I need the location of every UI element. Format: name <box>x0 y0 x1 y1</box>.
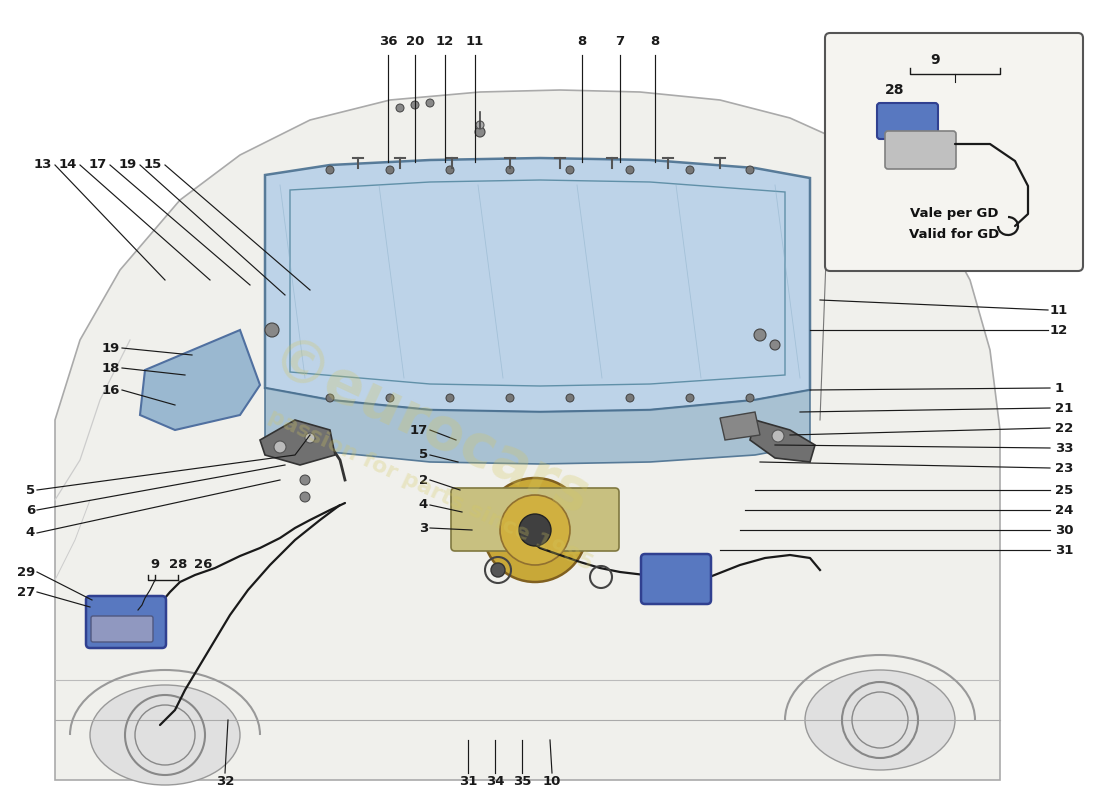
FancyBboxPatch shape <box>641 554 711 604</box>
Text: passion for parts since 1985: passion for parts since 1985 <box>264 406 595 574</box>
Text: 3: 3 <box>419 522 428 534</box>
FancyBboxPatch shape <box>877 103 938 139</box>
Text: 30: 30 <box>1055 523 1074 537</box>
Text: 36: 36 <box>378 35 397 48</box>
Text: 14: 14 <box>58 158 77 171</box>
Circle shape <box>566 166 574 174</box>
Circle shape <box>626 394 634 402</box>
Text: 11: 11 <box>1050 303 1068 317</box>
Text: 19: 19 <box>101 342 120 354</box>
Text: 8: 8 <box>578 35 586 48</box>
Text: 27: 27 <box>16 586 35 598</box>
Circle shape <box>326 166 334 174</box>
Text: 5: 5 <box>419 449 428 462</box>
Polygon shape <box>140 330 260 430</box>
Circle shape <box>475 127 485 137</box>
Circle shape <box>305 433 315 443</box>
Circle shape <box>326 394 334 402</box>
Text: 20: 20 <box>406 35 425 48</box>
Circle shape <box>754 329 766 341</box>
Circle shape <box>396 104 404 112</box>
FancyBboxPatch shape <box>91 616 153 642</box>
Text: 24: 24 <box>1055 503 1074 517</box>
Text: 28: 28 <box>168 558 187 571</box>
Circle shape <box>426 99 434 107</box>
Circle shape <box>300 492 310 502</box>
Text: 26: 26 <box>194 558 212 571</box>
Text: 8: 8 <box>650 35 660 48</box>
Circle shape <box>626 166 634 174</box>
Circle shape <box>686 394 694 402</box>
Text: 17: 17 <box>409 423 428 437</box>
Text: 13: 13 <box>34 158 52 171</box>
Circle shape <box>300 475 310 485</box>
Text: Valid for GD: Valid for GD <box>909 227 999 241</box>
Circle shape <box>500 495 570 565</box>
Circle shape <box>566 394 574 402</box>
Polygon shape <box>720 412 760 440</box>
FancyBboxPatch shape <box>886 131 956 169</box>
Circle shape <box>506 394 514 402</box>
Text: 25: 25 <box>1055 483 1074 497</box>
Polygon shape <box>55 90 1000 780</box>
FancyBboxPatch shape <box>825 33 1084 271</box>
Text: 23: 23 <box>1055 462 1074 474</box>
Text: 22: 22 <box>1055 422 1074 434</box>
Circle shape <box>274 441 286 453</box>
Text: 6: 6 <box>25 503 35 517</box>
Circle shape <box>386 394 394 402</box>
FancyBboxPatch shape <box>451 488 619 551</box>
Ellipse shape <box>805 670 955 770</box>
Text: 9: 9 <box>931 53 939 67</box>
Circle shape <box>386 166 394 174</box>
Circle shape <box>506 166 514 174</box>
Circle shape <box>483 478 587 582</box>
Circle shape <box>491 563 505 577</box>
Text: 32: 32 <box>216 775 234 788</box>
Text: 11: 11 <box>466 35 484 48</box>
Text: 33: 33 <box>1055 442 1074 454</box>
Circle shape <box>746 166 754 174</box>
Text: 29: 29 <box>16 566 35 578</box>
Text: 4: 4 <box>419 498 428 511</box>
Circle shape <box>411 101 419 109</box>
Text: ©eurocars: ©eurocars <box>261 331 598 529</box>
Ellipse shape <box>90 685 240 785</box>
Circle shape <box>476 121 484 129</box>
Text: 17: 17 <box>89 158 107 171</box>
Polygon shape <box>750 420 815 462</box>
Circle shape <box>686 166 694 174</box>
Text: 4: 4 <box>25 526 35 539</box>
Circle shape <box>519 514 551 546</box>
Circle shape <box>746 394 754 402</box>
Text: 16: 16 <box>101 383 120 397</box>
Polygon shape <box>265 388 810 464</box>
Polygon shape <box>260 420 336 465</box>
Text: 35: 35 <box>513 775 531 788</box>
Text: 5: 5 <box>26 483 35 497</box>
Circle shape <box>446 394 454 402</box>
FancyBboxPatch shape <box>86 596 166 648</box>
Polygon shape <box>265 158 810 412</box>
Circle shape <box>265 323 279 337</box>
Text: 12: 12 <box>1050 323 1068 337</box>
Circle shape <box>446 166 454 174</box>
Text: 7: 7 <box>615 35 625 48</box>
Text: 2: 2 <box>419 474 428 486</box>
Text: 10: 10 <box>542 775 561 788</box>
Text: 15: 15 <box>144 158 162 171</box>
Text: 31: 31 <box>459 775 477 788</box>
Text: 9: 9 <box>151 558 160 571</box>
Text: 34: 34 <box>486 775 504 788</box>
Circle shape <box>772 430 784 442</box>
Text: 28: 28 <box>886 83 904 97</box>
Text: 19: 19 <box>119 158 138 171</box>
Text: 21: 21 <box>1055 402 1074 414</box>
Circle shape <box>770 340 780 350</box>
Text: 1: 1 <box>1055 382 1064 394</box>
Text: 18: 18 <box>101 362 120 374</box>
Text: Vale per GD: Vale per GD <box>910 207 999 221</box>
Text: 12: 12 <box>436 35 454 48</box>
Text: 31: 31 <box>1055 543 1074 557</box>
